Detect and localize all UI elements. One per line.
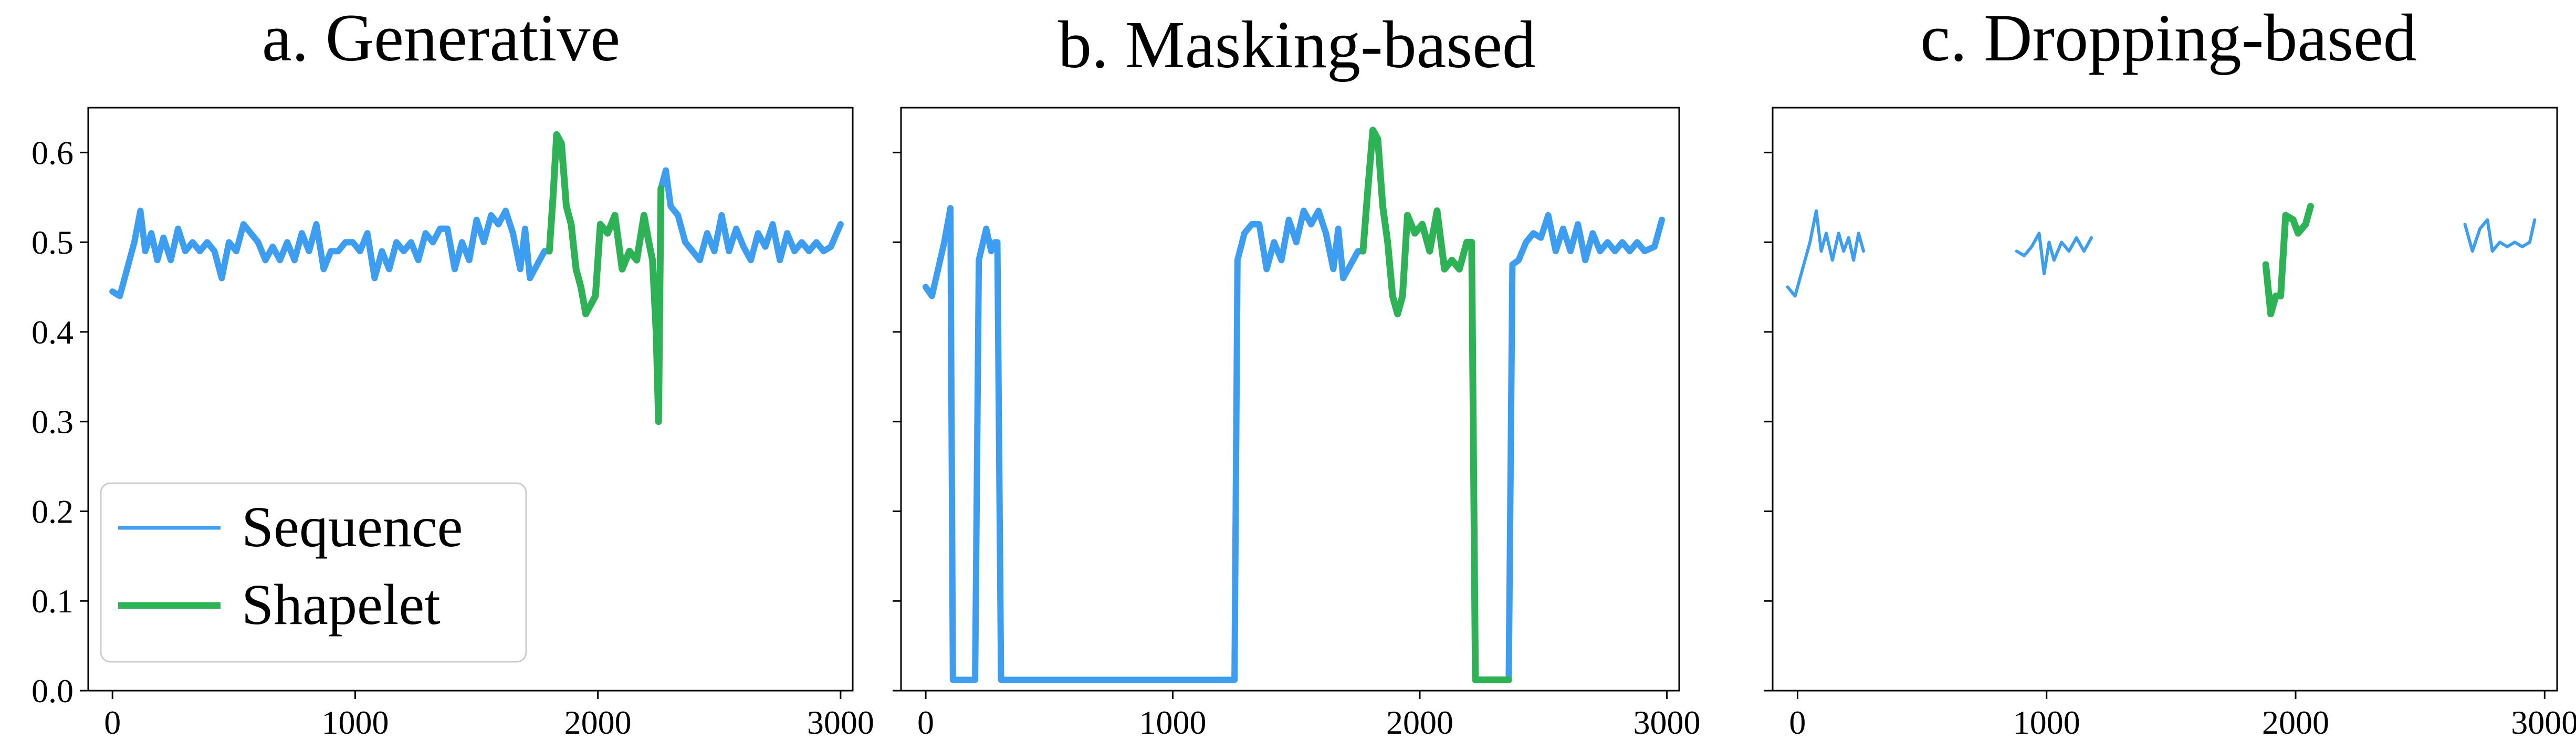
y-tick-label: 0.0 bbox=[32, 672, 74, 710]
panel-title: c. Dropping-based bbox=[1920, 1, 2417, 75]
x-tick-label: 0 bbox=[1789, 704, 1806, 741]
x-tick-label: 2000 bbox=[2262, 704, 2329, 741]
sequence-line-seg-2 bbox=[2463, 218, 2537, 253]
sequence-line-seg-1 bbox=[657, 167, 844, 264]
x-tick-label: 2000 bbox=[564, 704, 632, 741]
panel-generative: a. Generative 0 1000 2000 3000 0.0 0.1 0.2 0.3 0… bbox=[32, 1, 874, 741]
legend-label-sequence: Sequence bbox=[242, 495, 463, 559]
x-tick-label: 1000 bbox=[1139, 704, 1207, 741]
x-tick-label: 1000 bbox=[321, 704, 389, 741]
x-tick-label: 3000 bbox=[1633, 704, 1700, 741]
panel-title: a. Generative bbox=[262, 1, 620, 75]
panel-dropping-based: c. Dropping-based 0 1000 2000 3000 bbox=[1764, 1, 2576, 741]
sequence-line-seg-0 bbox=[1786, 209, 1866, 298]
y-tick-label: 0.2 bbox=[32, 493, 74, 530]
x-tick-label: 3000 bbox=[2511, 704, 2576, 741]
panel-masking-based: b. Masking-based 0 1000 2000 3000 bbox=[893, 7, 1700, 741]
sequence-line-seg-1 bbox=[1505, 212, 1666, 683]
y-tick-label: 0.5 bbox=[32, 224, 74, 261]
plot-frame bbox=[1772, 107, 2558, 692]
y-tick-label: 0.4 bbox=[32, 314, 74, 351]
plot-frame bbox=[87, 107, 854, 692]
shapelet-line-seg-0 bbox=[2262, 203, 2314, 318]
sequence-line-seg-0 bbox=[923, 205, 1366, 683]
legend-label-shapelet: Shapelet bbox=[242, 572, 441, 637]
y-tick-label: 0.3 bbox=[32, 403, 74, 441]
x-tick-label: 3000 bbox=[807, 704, 874, 741]
shapelet-line-seg-0 bbox=[546, 131, 665, 425]
plot-frame bbox=[900, 107, 1680, 692]
sequence-line-seg-0 bbox=[109, 207, 553, 299]
shapelet-line-seg-0 bbox=[1359, 127, 1512, 683]
x-tick-label: 2000 bbox=[1386, 704, 1453, 741]
x-tick-label: 0 bbox=[917, 704, 934, 741]
y-tick-label: 0.6 bbox=[32, 134, 74, 171]
x-tick-label: 0 bbox=[104, 704, 121, 741]
x-tick-label: 1000 bbox=[2013, 704, 2080, 741]
sequence-line-seg-1 bbox=[2015, 232, 2093, 275]
y-tick-label: 0.1 bbox=[32, 582, 74, 620]
panel-title: b. Masking-based bbox=[1058, 7, 1536, 82]
legend: Sequence Shapelet bbox=[100, 482, 527, 663]
